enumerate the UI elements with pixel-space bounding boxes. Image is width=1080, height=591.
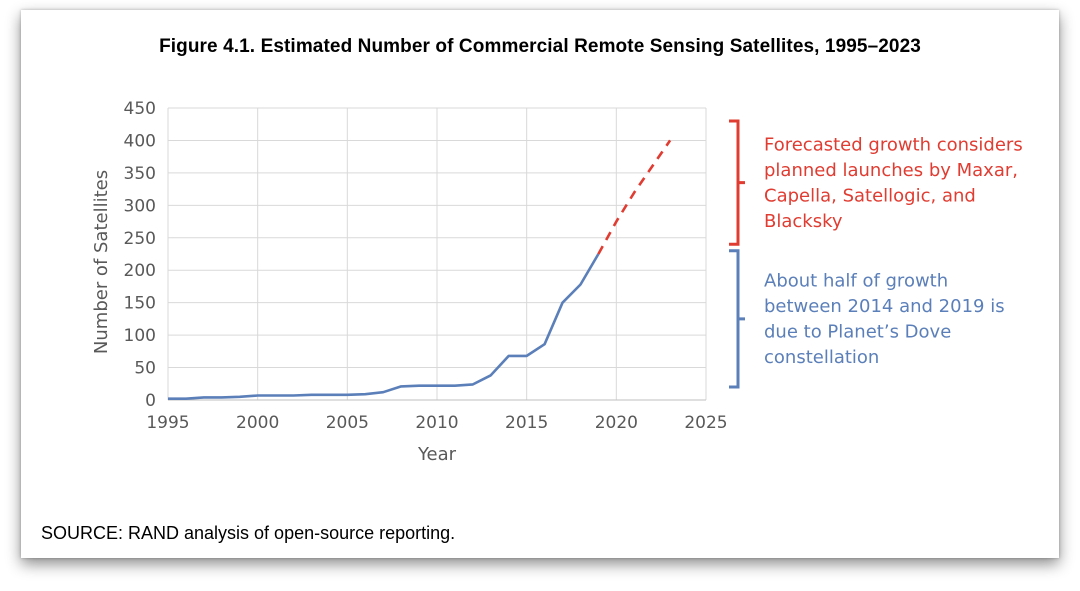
annotation-line: Blacksky: [764, 211, 843, 232]
annotation-line: About half of growth: [764, 271, 948, 292]
annotation-line: Forecasted growth considers: [764, 134, 1023, 155]
forecast-line: [597, 139, 672, 255]
y-tick-label: 50: [134, 359, 156, 379]
annotation-brackets: [729, 119, 745, 389]
annotation-line: due to Planet’s Dove: [764, 322, 951, 343]
x-tick-label: 2015: [505, 413, 548, 433]
annotation-bracket: [729, 249, 745, 389]
y-tick-label: 450: [124, 99, 156, 119]
annotation-notes: Forecasted growth considers planned launc…: [764, 134, 1023, 368]
y-tick-label: 300: [124, 196, 156, 216]
source-note: SOURCE: RAND analysis of open-source rep…: [41, 523, 456, 543]
x-tick-label: 2010: [415, 413, 458, 433]
x-tick-label: 2000: [236, 413, 279, 433]
x-tick-label: 1995: [146, 413, 189, 433]
y-axis-title: Number of Satellites: [91, 170, 112, 354]
axes: [167, 108, 706, 401]
annotation-line: constellation: [764, 347, 879, 368]
x-tick-label: 2020: [595, 413, 638, 433]
y-tick-label: 250: [124, 229, 156, 249]
x-tick-labels: 1995 2000 2005 2010 2015 2020 2025: [146, 413, 727, 433]
annotation-line: between 2014 and 2019 is: [764, 296, 1005, 317]
y-tick-label: 100: [124, 326, 156, 346]
annotation-bracket: [729, 119, 745, 246]
x-tick-label: 2025: [684, 413, 727, 433]
x-tick-label: 2005: [326, 413, 369, 433]
historical-line: [168, 253, 600, 401]
annotation-line: planned launches by Maxar,: [764, 160, 1018, 181]
figure-page: Figure 4.1. Estimated Number of Commerci…: [21, 10, 1059, 558]
x-axis-title: Year: [417, 444, 457, 465]
y-tick-label: 350: [124, 164, 156, 184]
annotation-line: Capella, Satellogic, and: [764, 185, 976, 206]
y-tick-labels: 0 50 100 150 200 250 300 350 400 450: [124, 99, 156, 411]
figure-title: Figure 4.1. Estimated Number of Commerci…: [159, 36, 921, 57]
grid-lines: [168, 107, 707, 400]
y-tick-label: 400: [124, 131, 156, 151]
line-chart: 0 50 100 150 200 250 300 350 400 450 1995 2000 2005…: [91, 99, 1023, 465]
y-tick-label: 0: [145, 391, 156, 411]
series-lines: [168, 139, 672, 401]
y-tick-label: 200: [124, 261, 156, 281]
y-tick-label: 150: [124, 294, 156, 314]
